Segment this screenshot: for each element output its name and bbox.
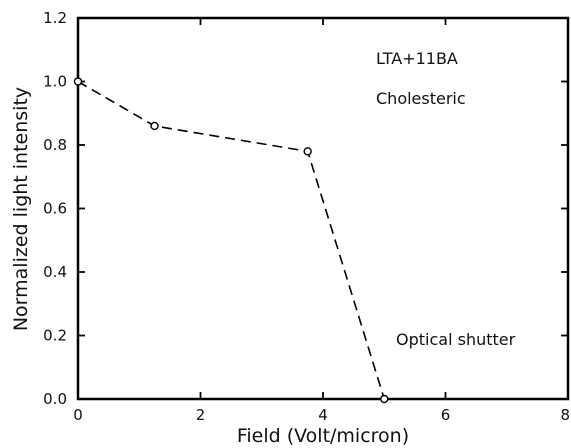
x-tick-label: 4	[318, 406, 328, 424]
series-layer	[73, 77, 389, 404]
y-tick-label: 0.2	[43, 327, 67, 345]
y-axis-title: Normalized light intensity	[10, 87, 32, 331]
x-axis-ticks: 0 2 4 6 8	[73, 18, 570, 424]
annotation-cholesteric: Cholesteric	[376, 89, 466, 108]
y-tick-label: 0.0	[43, 390, 67, 408]
annotation-lta: LTA+11BA	[376, 49, 458, 68]
data-point	[380, 394, 389, 404]
data-point	[73, 77, 83, 86]
x-tick-label: 6	[441, 406, 451, 424]
x-tick-label: 2	[196, 406, 206, 424]
y-tick-label: 0.4	[43, 263, 67, 281]
data-point	[150, 121, 159, 131]
data-point	[303, 147, 312, 156]
x-axis-title: Field (Volt/micron)	[237, 425, 409, 447]
y-tick-label: 0.6	[43, 200, 67, 218]
y-tick-label: 1.0	[43, 73, 67, 91]
y-tick-label: 1.2	[43, 9, 67, 27]
x-tick-label: 8	[560, 406, 570, 424]
y-tick-label: 0.8	[43, 136, 67, 154]
y-axis-ticks: 0.0 0.2 0.4 0.6 0.8 1.0 1.2	[43, 9, 568, 408]
x-tick-label: 0	[73, 406, 83, 424]
series-line	[77, 80, 386, 400]
annotation-optical-shutter: Optical shutter	[396, 330, 516, 349]
